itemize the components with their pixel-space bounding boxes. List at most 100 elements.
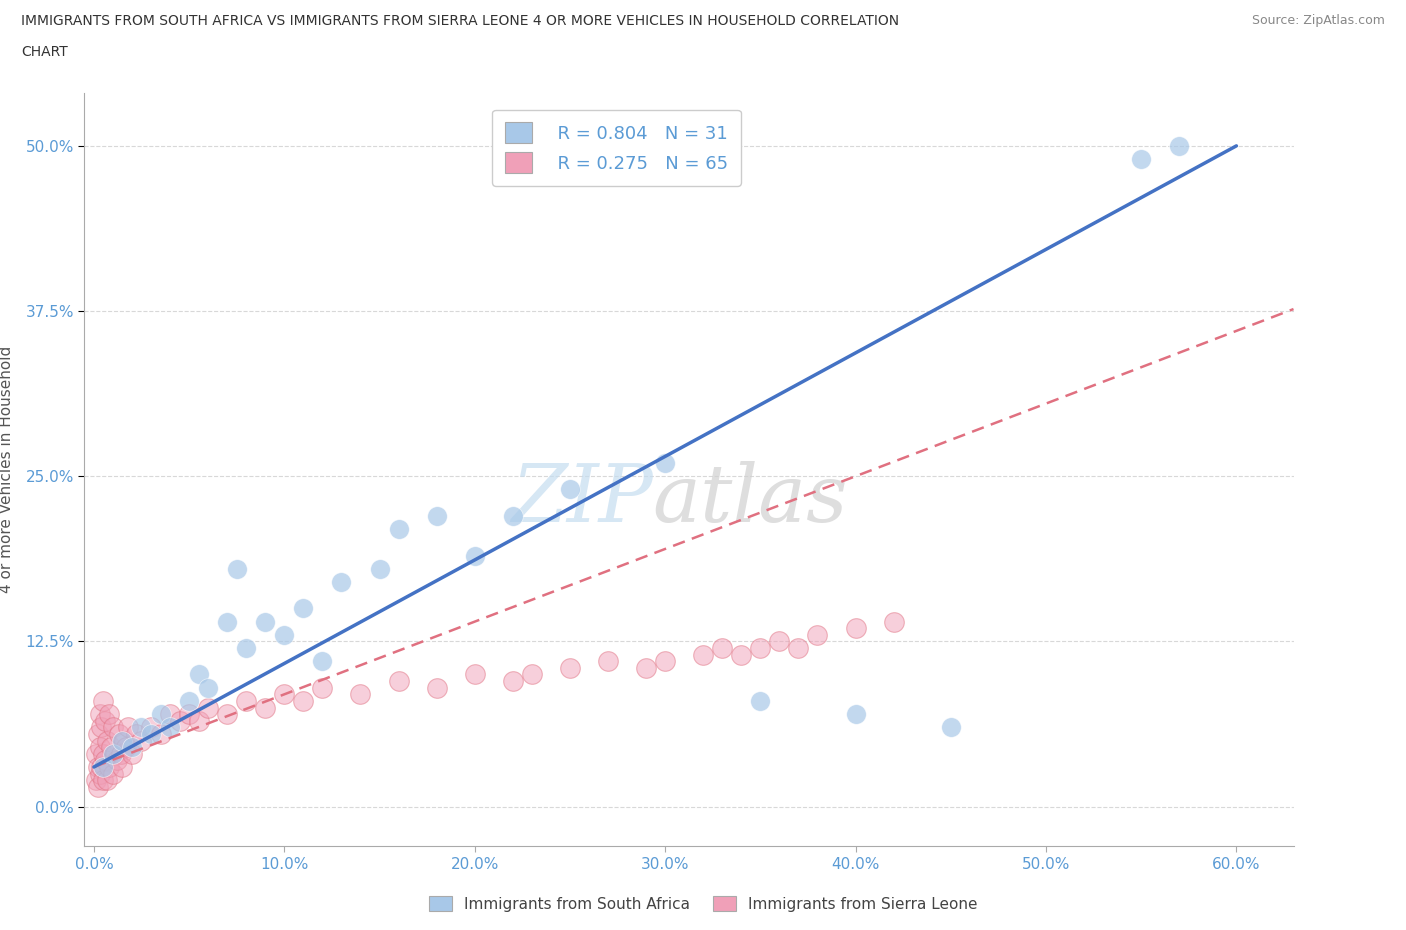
Point [84, 747, 107, 762]
Point [101, 747, 124, 762]
Point [845, 707, 868, 722]
Point [139, 720, 162, 735]
Point [101, 766, 124, 781]
Point [692, 647, 714, 662]
Point [93, 773, 115, 788]
Point [89, 766, 111, 781]
Point [112, 733, 135, 748]
Point [117, 720, 139, 735]
Point [89, 707, 111, 722]
Point [115, 739, 138, 754]
Point [107, 726, 129, 741]
Point [711, 641, 734, 656]
Point [159, 720, 181, 735]
Point [520, 667, 543, 682]
Point [139, 726, 162, 741]
Point [292, 601, 315, 616]
Point [273, 687, 295, 702]
Text: CHART: CHART [21, 45, 67, 59]
Point [90, 720, 112, 735]
Point [187, 667, 209, 682]
Point [787, 641, 810, 656]
Point [177, 707, 200, 722]
Point [86, 760, 108, 775]
Point [464, 667, 486, 682]
Point [387, 522, 409, 537]
Point [311, 680, 333, 695]
Point [730, 647, 752, 662]
Point [596, 654, 619, 669]
Point [105, 753, 128, 768]
Point [558, 660, 581, 675]
Point [84, 773, 107, 788]
Point [86, 726, 108, 741]
Point [131, 720, 153, 735]
Point [187, 713, 209, 728]
Point [121, 747, 143, 762]
Point [558, 482, 581, 497]
Point [96, 773, 118, 788]
Point [654, 654, 676, 669]
Text: atlas: atlas [652, 461, 848, 538]
Point [1130, 152, 1153, 166]
Point [110, 747, 132, 762]
Point [254, 700, 277, 715]
Point [149, 707, 172, 722]
Text: IMMIGRANTS FROM SOUTH AFRICA VS IMMIGRANTS FROM SIERRA LEONE 4 OR MORE VEHICLES : IMMIGRANTS FROM SOUTH AFRICA VS IMMIGRAN… [21, 14, 900, 28]
Point [111, 733, 134, 748]
Point [98, 760, 121, 775]
Point [225, 562, 247, 577]
Point [104, 747, 127, 762]
Point [217, 707, 239, 722]
Point [292, 694, 315, 709]
Text: ZIP: ZIP [510, 461, 652, 538]
Point [197, 680, 219, 695]
Point [768, 634, 790, 649]
Point [159, 707, 181, 722]
Point [426, 509, 449, 524]
Legend: Immigrants from South Africa, Immigrants from Sierra Leone: Immigrants from South Africa, Immigrants… [423, 889, 983, 918]
Point [90, 760, 112, 775]
Point [749, 694, 772, 709]
Legend:   R = 0.804   N = 31,   R = 0.275   N = 65: R = 0.804 N = 31, R = 0.275 N = 65 [492, 110, 741, 186]
Point [939, 720, 962, 735]
Point [89, 739, 111, 754]
Point [96, 733, 118, 748]
Point [845, 621, 868, 636]
Point [349, 687, 371, 702]
Point [94, 753, 117, 768]
Point [125, 726, 148, 741]
Point [235, 641, 257, 656]
Point [254, 614, 277, 629]
Point [93, 760, 115, 775]
Point [502, 673, 524, 688]
Point [387, 673, 409, 688]
Point [273, 628, 295, 643]
Point [93, 694, 115, 709]
Point [330, 575, 353, 590]
Point [464, 548, 486, 563]
Point [98, 707, 121, 722]
Point [149, 726, 172, 741]
Point [806, 628, 828, 643]
Point [502, 509, 524, 524]
Point [368, 562, 391, 577]
Point [94, 713, 117, 728]
Point [177, 694, 200, 709]
Point [100, 739, 122, 754]
Point [131, 733, 153, 748]
Point [654, 456, 676, 471]
Point [426, 680, 449, 695]
Point [111, 760, 134, 775]
Y-axis label: 4 or more Vehicles in Household: 4 or more Vehicles in Household [0, 346, 14, 593]
Point [217, 614, 239, 629]
Text: Source: ZipAtlas.com: Source: ZipAtlas.com [1251, 14, 1385, 27]
Point [883, 614, 905, 629]
Point [93, 747, 115, 762]
Point [169, 713, 191, 728]
Point [86, 779, 108, 794]
Point [636, 660, 658, 675]
Point [235, 694, 257, 709]
Point [311, 654, 333, 669]
Point [197, 700, 219, 715]
